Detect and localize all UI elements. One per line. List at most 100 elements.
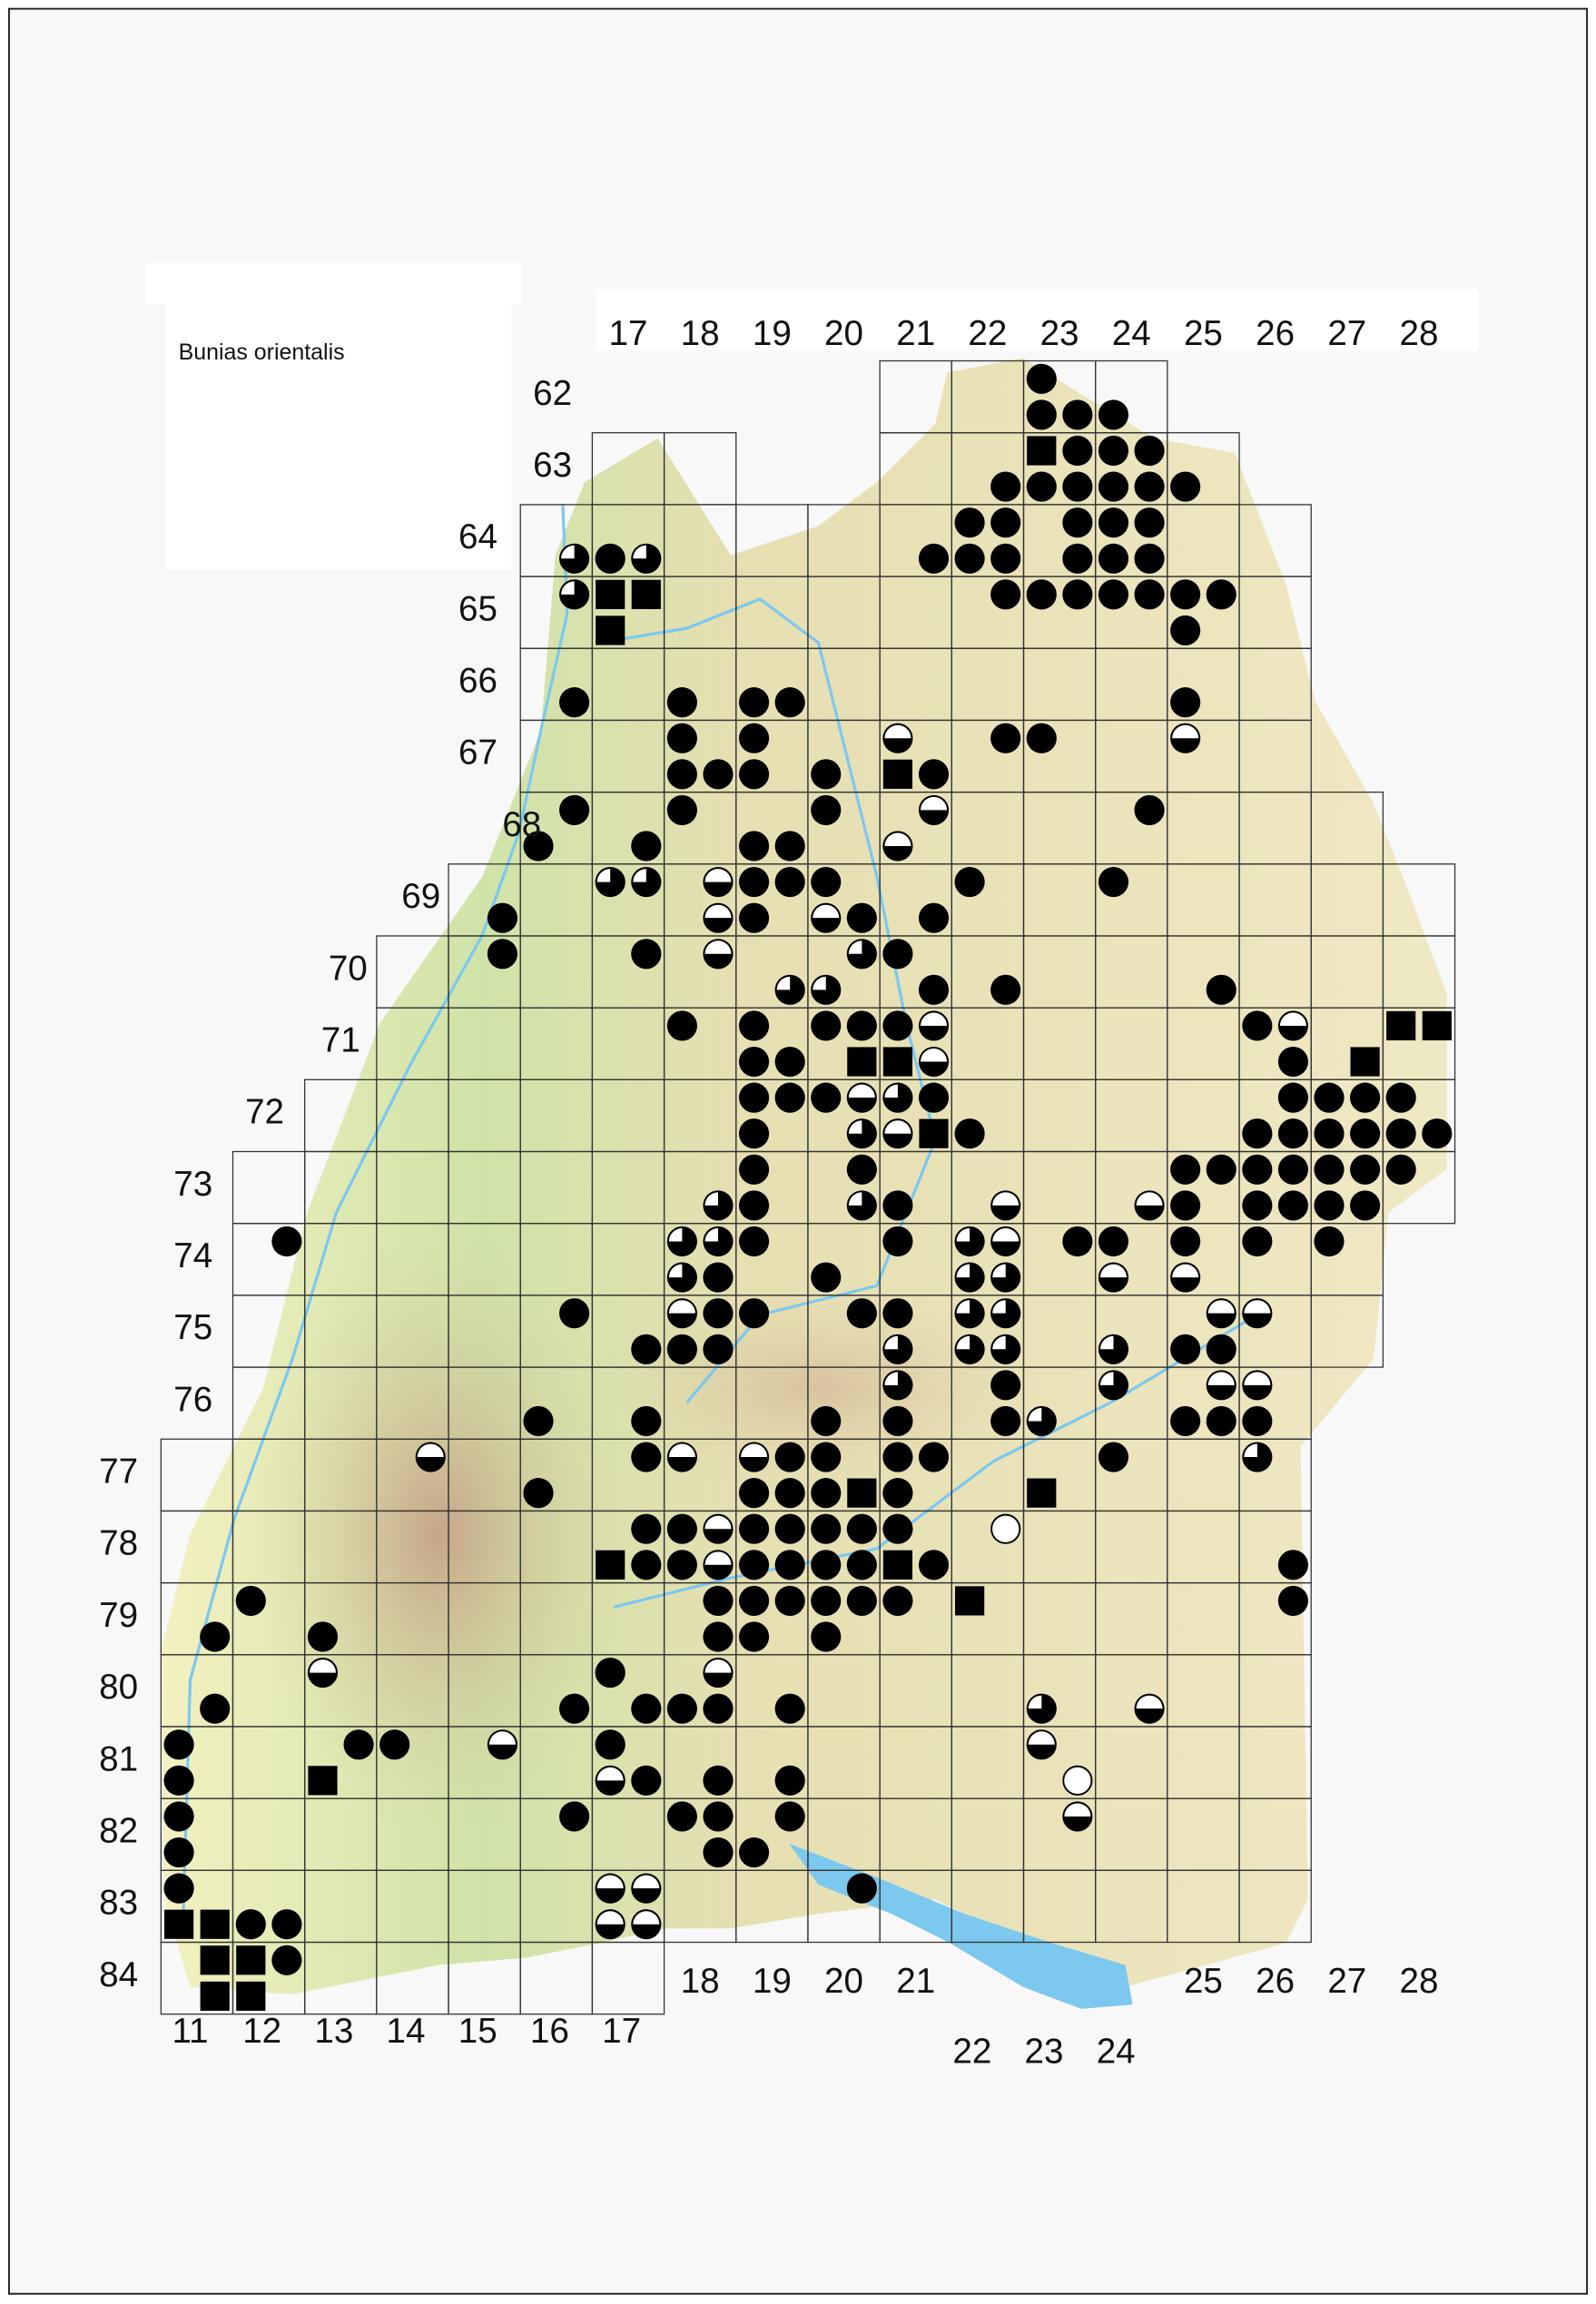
marker-filled-circle-icon [631, 831, 662, 862]
marker-filled-square-icon [200, 1909, 230, 1939]
marker-filled-square-icon [847, 1047, 877, 1077]
column-label-top: 18 [681, 314, 720, 353]
marker-three-quarter-circle-icon [559, 543, 590, 574]
marker-filled-circle-icon [846, 1513, 877, 1544]
marker-filled-circle-icon [954, 867, 985, 898]
marker-filled-circle-icon [990, 579, 1021, 610]
marker-filled-circle-icon [774, 1046, 805, 1078]
marker-filled-circle-icon [1026, 723, 1057, 753]
marker-filled-circle-icon [200, 1621, 231, 1652]
marker-filled-circle-icon [1350, 1190, 1381, 1221]
marker-filled-circle-icon [703, 1334, 734, 1364]
marker-filled-circle-icon [954, 543, 985, 574]
marker-filled-circle-icon [666, 723, 697, 753]
marker-half-filled-circle-icon [631, 1873, 662, 1904]
column-label-bottom: 25 [1184, 1962, 1223, 2001]
marker-filled-circle-icon [846, 1873, 877, 1904]
marker-filled-circle-icon [559, 1801, 590, 1832]
marker-three-quarter-circle-icon [1242, 1442, 1273, 1472]
marker-filled-circle-icon [882, 939, 913, 970]
column-label-bottom: 22 [952, 2032, 991, 2071]
marker-filled-circle-icon [1134, 507, 1165, 538]
marker-filled-circle-icon [487, 902, 517, 933]
marker-filled-circle-icon [1026, 471, 1057, 502]
marker-filled-circle-icon [811, 1082, 842, 1113]
marker-filled-circle-icon [703, 1585, 734, 1616]
marker-filled-circle-icon [738, 1513, 770, 1544]
row-label: 81 [99, 1739, 138, 1778]
top-label-strip [596, 289, 1479, 351]
marker-filled-circle-icon [1134, 543, 1165, 574]
marker-half-filled-circle-icon [1134, 1190, 1165, 1221]
marker-filled-circle-icon [163, 1801, 194, 1832]
marker-filled-circle-icon [738, 1621, 770, 1652]
marker-filled-circle-icon [882, 1298, 913, 1329]
marker-filled-circle-icon [1170, 579, 1201, 610]
marker-half-filled-circle-icon [703, 1658, 734, 1689]
marker-filled-circle-icon [703, 759, 734, 790]
marker-three-quarter-circle-icon [882, 1334, 913, 1364]
column-label-bottom: 26 [1256, 1962, 1295, 2001]
column-label-bottom: 13 [314, 2012, 353, 2051]
marker-half-filled-circle-icon [415, 1442, 446, 1472]
marker-half-filled-circle-icon [487, 1729, 517, 1760]
marker-filled-circle-icon [1314, 1082, 1345, 1113]
marker-three-quarter-circle-icon [559, 579, 590, 610]
marker-three-quarter-circle-icon [595, 867, 626, 898]
black-forest-relief [248, 1226, 629, 1841]
marker-filled-circle-icon [379, 1729, 410, 1760]
marker-filled-circle-icon [846, 902, 877, 933]
marker-filled-circle-icon [738, 902, 770, 933]
marker-filled-circle-icon [703, 1801, 734, 1832]
marker-filled-circle-icon [882, 1405, 913, 1437]
marker-filled-circle-icon [1242, 1405, 1273, 1437]
marker-half-filled-circle-icon [990, 1190, 1021, 1221]
map-grid [160, 359, 1456, 2015]
marker-filled-circle-icon [1062, 471, 1093, 502]
marker-filled-circle-icon [1098, 579, 1129, 610]
marker-filled-circle-icon [990, 471, 1021, 502]
marker-filled-circle-icon [1098, 543, 1129, 574]
marker-filled-circle-icon [703, 1298, 734, 1329]
marker-filled-circle-icon [811, 1010, 842, 1041]
marker-filled-circle-icon [666, 1801, 697, 1832]
marker-filled-circle-icon [882, 1190, 913, 1221]
marker-filled-circle-icon [631, 1334, 662, 1364]
marker-filled-circle-icon [738, 723, 770, 753]
marker-filled-circle-icon [1385, 1082, 1416, 1113]
column-label-top: 21 [896, 314, 935, 353]
marker-half-filled-circle-icon [882, 831, 913, 862]
marker-filled-circle-icon [1242, 1190, 1273, 1221]
column-label-bottom: 21 [896, 1962, 935, 2001]
marker-filled-circle-icon [1170, 1154, 1201, 1185]
marker-half-filled-circle-icon [703, 1550, 734, 1580]
legend-box [165, 299, 512, 570]
marker-filled-circle-icon [882, 1226, 913, 1257]
row-label: 71 [321, 1020, 360, 1059]
marker-filled-circle-icon [811, 1478, 842, 1509]
marker-filled-square-icon [308, 1766, 338, 1796]
marker-filled-square-icon [236, 1945, 266, 1975]
marker-filled-circle-icon [163, 1765, 194, 1796]
marker-half-filled-circle-icon [846, 1082, 877, 1113]
species-title: Bunias orientalis [179, 340, 345, 365]
marker-filled-square-icon [919, 1118, 949, 1148]
marker-filled-circle-icon [1062, 399, 1093, 430]
marker-three-quarter-circle-icon [882, 1370, 913, 1401]
marker-filled-circle-icon [1242, 1010, 1273, 1041]
marker-filled-circle-icon [738, 1298, 770, 1329]
grid-cell [1382, 1150, 1456, 1225]
marker-filled-circle-icon [846, 1154, 877, 1185]
marker-half-filled-circle-icon [307, 1658, 339, 1689]
marker-filled-square-icon [882, 1047, 913, 1077]
marker-filled-circle-icon [774, 1442, 805, 1472]
marker-half-filled-circle-icon [703, 867, 734, 898]
marker-filled-circle-icon [1098, 1442, 1129, 1472]
marker-open-circle-icon [1062, 1765, 1093, 1796]
row-label: 62 [533, 374, 572, 413]
marker-filled-circle-icon [1170, 1226, 1201, 1257]
column-label-bottom: 12 [242, 2012, 281, 2051]
marker-filled-square-icon [882, 759, 913, 789]
marker-three-quarter-circle-icon [990, 1334, 1021, 1364]
